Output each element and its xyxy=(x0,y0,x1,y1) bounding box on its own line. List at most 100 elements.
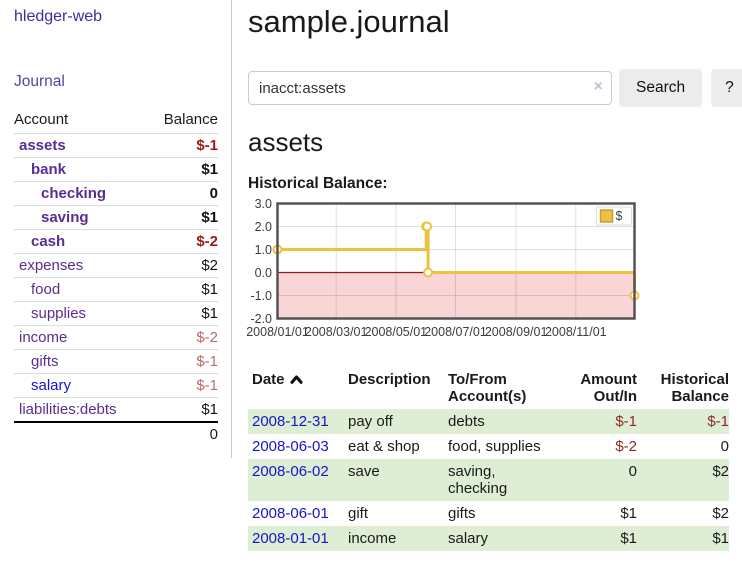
clear-search-icon[interactable]: × xyxy=(593,78,603,95)
accounts-header-row: Account Balance xyxy=(14,108,218,134)
register-cell-accounts: salary xyxy=(448,530,489,547)
account-row: assets $-1 xyxy=(14,133,218,158)
register-cell-accounts: gifts xyxy=(448,505,476,522)
sidebar-account-link[interactable]: liabilities:debts xyxy=(19,401,117,418)
account-balance: $-1 xyxy=(147,133,218,158)
register-cell-amount: 0 xyxy=(628,463,637,480)
register-row: 2008-01-01 income salary $1 $1 xyxy=(248,526,729,551)
svg-text:-1.0: -1.0 xyxy=(250,289,272,303)
sidebar-account-link[interactable]: saving xyxy=(41,209,89,226)
accounts-header-balance: Balance xyxy=(147,108,218,134)
register-cell-description: income xyxy=(348,530,397,547)
svg-text:2.0: 2.0 xyxy=(255,220,272,234)
account-balance: $2 xyxy=(147,253,218,278)
register-header-description[interactable]: Description xyxy=(348,371,431,388)
register-cell-description: save xyxy=(348,463,380,480)
sidebar-item-journal[interactable]: Journal xyxy=(14,73,65,90)
accounts-table: Account Balance assets $-1 bank $1 checking 0… xyxy=(14,108,218,446)
register-row: 2008-06-03 eat & shop food, supplies $-2 0 xyxy=(248,434,729,459)
register-cell-amount: $1 xyxy=(620,505,637,522)
account-balance: $1 xyxy=(147,277,218,302)
register-cell-balance: $-1 xyxy=(707,413,729,430)
register-header-balance[interactable]: Historical Balance xyxy=(660,371,729,405)
sidebar-account-link[interactable]: expenses xyxy=(19,257,84,274)
main-content: sample.journal × Search ? assets Histori… xyxy=(232,0,742,551)
help-button[interactable]: ? xyxy=(711,69,742,107)
sidebar-account-link[interactable]: supplies xyxy=(31,305,87,322)
register-header-row: Date Description To/From Account(s) Amou… xyxy=(248,367,729,409)
transaction-date-link[interactable]: 2008-01-01 xyxy=(252,530,329,547)
register-cell-amount: $1 xyxy=(620,530,637,547)
svg-text:2008/01/01: 2008/01/01 xyxy=(246,325,309,339)
sidebar-account-link[interactable]: cash xyxy=(31,233,66,250)
account-balance: $1 xyxy=(147,397,218,423)
chart-title: Historical Balance: xyxy=(248,175,388,192)
register-cell-accounts: saving, checking xyxy=(448,463,508,497)
register-cell-accounts: food, supplies xyxy=(448,438,541,455)
transaction-date-link[interactable]: 2008-12-31 xyxy=(252,413,329,430)
transaction-date-link[interactable]: 2008-06-03 xyxy=(252,438,329,455)
account-row: expenses $2 xyxy=(14,253,218,278)
register-cell-description: eat & shop xyxy=(348,438,420,455)
account-row: supplies $1 xyxy=(14,301,218,326)
sidebar-account-link[interactable]: checking xyxy=(41,185,107,202)
sort-ascending-icon[interactable] xyxy=(289,372,303,389)
svg-text:0.0: 0.0 xyxy=(255,266,272,280)
account-balance: $-1 xyxy=(147,349,218,374)
sidebar-account-link[interactable]: gifts xyxy=(31,353,59,370)
svg-text:$: $ xyxy=(616,209,623,223)
register-cell-date: 2008-06-02 xyxy=(248,459,344,501)
sidebar: hledger-web Journal Account Balance asse… xyxy=(0,0,232,458)
svg-text:2008/03/01: 2008/03/01 xyxy=(305,325,368,339)
account-heading: assets xyxy=(248,127,324,157)
app-brand-link[interactable]: hledger-web xyxy=(14,8,103,25)
account-balance: $-2 xyxy=(147,325,218,350)
app-window: hledger-web Journal Account Balance asse… xyxy=(0,0,742,551)
register-header-date[interactable]: Date xyxy=(248,367,344,409)
account-row: gifts $-1 xyxy=(14,349,218,374)
svg-text:3.0: 3.0 xyxy=(255,197,272,211)
sidebar-account-link[interactable]: salary xyxy=(31,377,72,394)
register-cell-accounts: debts xyxy=(448,413,485,430)
historical-balance-chart[interactable]: $3.0 2.0 1.0 0.0 -1.0 -2.0 2008/01/01 2008/03/0… xyxy=(246,197,643,345)
register-cell-date: 2008-01-01 xyxy=(248,526,344,551)
account-balance: $-2 xyxy=(147,229,218,254)
sidebar-account-link[interactable]: income xyxy=(19,329,68,346)
register-cell-balance: 0 xyxy=(720,438,729,455)
register-table: Date Description To/From Account(s) Amou… xyxy=(248,367,729,551)
account-row: food $1 xyxy=(14,277,218,302)
svg-text:2008/11/01: 2008/11/01 xyxy=(545,325,607,339)
transaction-date-link[interactable]: 2008-06-02 xyxy=(252,463,329,480)
accounts-total-value: 0 xyxy=(209,426,218,443)
account-balance: $1 xyxy=(147,157,218,182)
page-title: sample.journal xyxy=(248,4,450,39)
search-bar: × Search ? xyxy=(248,69,742,107)
register-cell-balance: $1 xyxy=(712,530,729,547)
sidebar-account-link[interactable]: bank xyxy=(31,161,67,178)
register-cell-description: pay off xyxy=(348,413,393,430)
register-cell-amount: $-1 xyxy=(615,413,637,430)
svg-text:2008/09/01: 2008/09/01 xyxy=(485,325,548,339)
transaction-date-link[interactable]: 2008-06-01 xyxy=(252,505,329,522)
register-row: 2008-06-02 save saving, checking 0 $2 xyxy=(248,459,729,501)
account-row: salary $-1 xyxy=(14,373,218,398)
search-input[interactable] xyxy=(248,71,612,105)
account-row: cash $-2 xyxy=(14,229,218,254)
register-cell-date: 2008-06-01 xyxy=(248,501,344,526)
account-balance: 0 xyxy=(147,181,218,206)
svg-text:1.0: 1.0 xyxy=(255,243,272,257)
search-button[interactable]: Search xyxy=(619,69,703,107)
account-row: income $-2 xyxy=(14,325,218,350)
svg-text:2008/07/01: 2008/07/01 xyxy=(424,325,487,339)
register-cell-balance: $2 xyxy=(712,463,729,480)
account-row: saving $1 xyxy=(14,205,218,230)
sidebar-account-link[interactable]: assets xyxy=(19,137,66,154)
accounts-total-row: 0 xyxy=(14,422,218,446)
register-header-amount[interactable]: Amount Out/In xyxy=(580,371,637,405)
search-box: × xyxy=(248,71,612,105)
svg-text:2008/05/01: 2008/05/01 xyxy=(365,325,428,339)
svg-text:-2.0: -2.0 xyxy=(250,312,272,326)
register-header-accounts[interactable]: To/From Account(s) xyxy=(448,371,527,405)
sidebar-account-link[interactable]: food xyxy=(31,281,61,298)
register-cell-date: 2008-06-03 xyxy=(248,434,344,459)
